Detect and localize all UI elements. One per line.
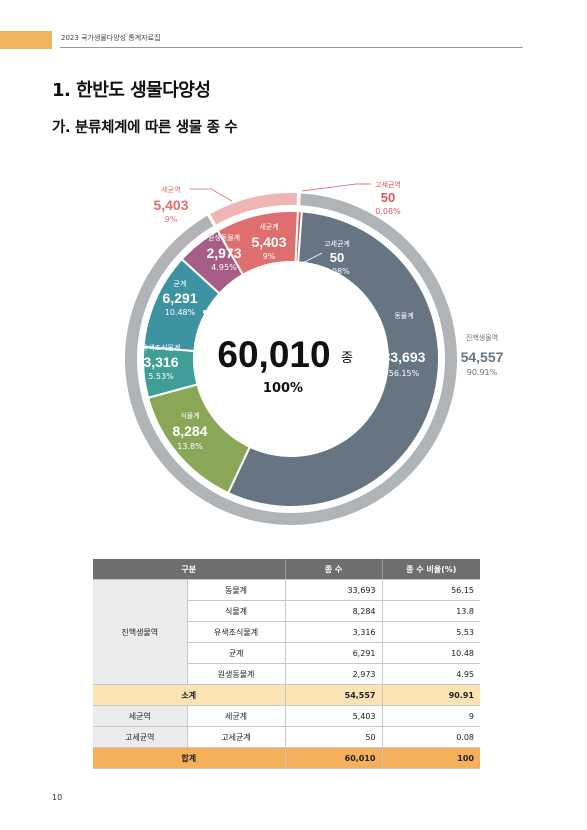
total-ratio: 100 [382, 747, 480, 769]
label-eukaryota-name: 진핵생물역 [466, 333, 498, 342]
label-fungi-pct: 10.48% [165, 308, 196, 317]
row-count: 2,973 [285, 663, 383, 685]
chromista-leader-dot [198, 362, 202, 366]
subtotal-row: 소계 54,557 90.91 [93, 684, 480, 706]
row-name: 세균계 [187, 705, 286, 727]
row-ratio: 10.48 [382, 642, 480, 664]
label-archaea-name: 고세균계 [324, 239, 350, 248]
label-fungi-name: 균계 [174, 279, 187, 288]
total-count: 60,010 [285, 747, 383, 769]
table-row: 세균역 세균계 5,403 9 [93, 705, 480, 727]
label-bacteria-pct: 9% [263, 252, 276, 261]
label-animal-name: 동물계 [394, 311, 413, 320]
subsection-title: 가. 분류체계에 따른 생물 종 수 [52, 120, 238, 136]
row-ratio: 13.8 [382, 600, 480, 622]
label-protozoa-name: 원생동물계 [208, 233, 240, 242]
row-name: 유색조식물계 [187, 621, 286, 643]
archaea-leader-line [290, 252, 323, 270]
donut-segments [124, 193, 457, 525]
row-count: 3,316 [285, 621, 383, 643]
bacteria-domain-leader-line [189, 188, 233, 202]
row-count: 6,291 [285, 642, 383, 664]
label-bacteria-name: 세균계 [259, 222, 278, 231]
row-name: 동물계 [187, 579, 286, 601]
row-name: 원생동물계 [187, 663, 286, 685]
row-ratio: 0.08 [382, 726, 480, 748]
subtotal-label: 소계 [93, 684, 286, 706]
label-eukaryota-value: 54,557 [461, 349, 504, 365]
label-archaea-pct: 0.08% [324, 267, 350, 276]
segment-archaea [294, 210, 303, 264]
header-category: 구분 [93, 559, 286, 580]
row-count: 50 [285, 726, 383, 748]
row-ratio: 56.15 [382, 579, 480, 601]
running-header: 2023 국가생물다양성 통계자료집 [61, 34, 161, 42]
table-row: 진핵생물역 동물계 33,693 56.15 [93, 579, 480, 685]
species-table: 구분 종 수 종 수 비율(%) 진핵생물역 동물계 33,693 56.15 … [93, 559, 480, 769]
label-animal-value: 33,693 [383, 349, 426, 365]
header-rule [60, 47, 523, 48]
animal-leader-dot [372, 357, 376, 361]
fungi-leader-dot [203, 310, 207, 314]
center-percent: 100% [263, 381, 303, 396]
subtotal-count: 54,557 [285, 684, 383, 706]
archaea-domain-leader-line [301, 183, 371, 192]
table-header-row: 구분 종 수 종 수 비율(%) [93, 559, 480, 580]
label-bacteria-domain-name: 세균역 [161, 185, 180, 194]
row-name: 고세균계 [187, 726, 286, 748]
protozoa-leader-dot [236, 277, 240, 281]
table-row: 유색조식물계 3,316 5.53 [93, 621, 480, 643]
group-bacteria: 세균역 [93, 705, 188, 727]
row-count: 5,403 [285, 705, 383, 727]
donut-chart: 60,010 종 100% 동물계 33,693 56.15% 식물계 8,28… [124, 180, 504, 525]
label-archaea-domain-name: 고세균역 [375, 180, 401, 189]
label-plant-name: 식물계 [180, 411, 199, 420]
archaea-leader-dot [289, 267, 293, 271]
row-name: 식물계 [187, 600, 286, 622]
label-chromista-value: 3,316 [143, 354, 178, 370]
row-name: 균계 [187, 642, 286, 664]
label-archaea-value: 50 [330, 250, 344, 265]
header-count: 종 수 [285, 559, 383, 580]
label-protozoa-value: 2,973 [206, 245, 241, 261]
donut-hole [205, 273, 377, 445]
label-chromista-pct: 5.53% [148, 372, 174, 381]
center-unit: 종 [341, 351, 353, 366]
label-bacteria-domain-value: 5,403 [153, 197, 188, 213]
outer-segment-archaea [299, 193, 302, 206]
center-total: 60,010 [217, 334, 330, 375]
label-protozoa-pct: 4.95% [211, 263, 237, 272]
row-count: 8,284 [285, 600, 383, 622]
label-bacteria-domain-pct: 9% [165, 215, 178, 224]
label-plant-value: 8,284 [172, 423, 207, 439]
table-row: 원생동물계 2,973 4.95 [93, 663, 480, 685]
header-ratio: 종 수 비율(%) [382, 559, 480, 580]
outer-segment-bacteria [210, 193, 298, 225]
label-chromista-name: 유색조식물계 [142, 343, 181, 352]
row-ratio: 9 [382, 705, 480, 727]
total-row: 합계 60,010 100 [93, 747, 480, 769]
label-fungi-value: 6,291 [162, 290, 197, 306]
row-ratio: 4.95 [382, 663, 480, 685]
group-eukaryota: 진핵생물역 [93, 579, 188, 685]
segment-animal [226, 210, 440, 508]
label-archaea-domain-value: 50 [381, 190, 395, 205]
table-row: 고세균역 고세균계 50 0.08 [93, 726, 480, 748]
label-bacteria-value: 5,403 [251, 234, 286, 250]
subtotal-ratio: 90.91 [382, 684, 480, 706]
table-row: 식물계 8,284 13.8 [93, 600, 480, 622]
page-number: 10 [52, 793, 63, 802]
group-archaea: 고세균역 [93, 726, 188, 748]
section-title: 1. 한반도 생물다양성 [52, 80, 211, 101]
row-ratio: 5.53 [382, 621, 480, 643]
label-animal-pct: 56.15% [389, 369, 420, 378]
table-row: 균계 6,291 10.48 [93, 642, 480, 664]
header-tab [0, 31, 52, 49]
row-count: 33,693 [285, 579, 383, 601]
total-label: 합계 [93, 747, 286, 769]
label-plant-pct: 13.8% [177, 442, 203, 451]
label-eukaryota-pct: 90.91% [467, 368, 498, 377]
label-archaea-domain-pct: 0.08% [375, 207, 401, 216]
